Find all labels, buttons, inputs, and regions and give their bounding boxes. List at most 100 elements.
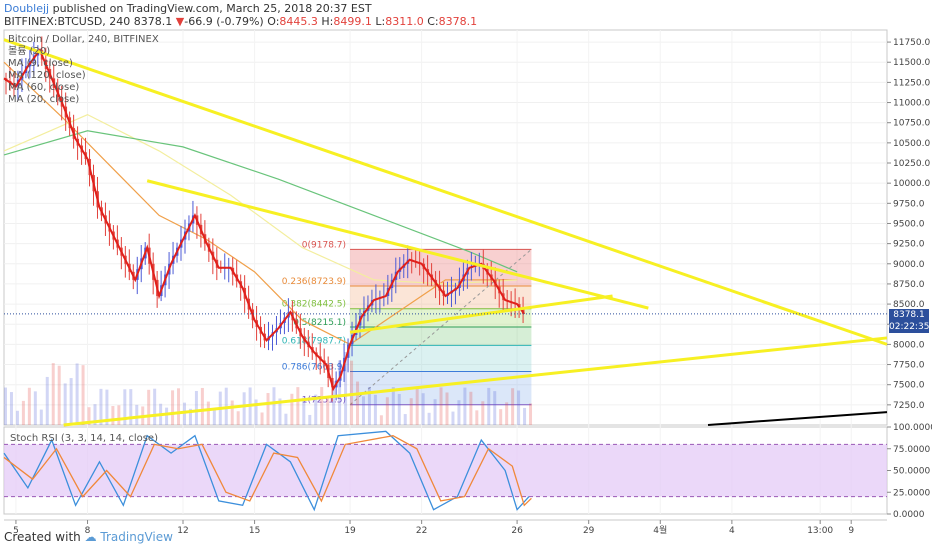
open-value: 8445.3 (279, 15, 318, 28)
price-tick-label: 11750.0 (893, 38, 930, 48)
tradingview-brand[interactable]: TradingView (100, 530, 173, 544)
volume-bar (4, 387, 7, 425)
price-tick-label: 11000.0 (893, 99, 930, 109)
high-label: H: (321, 15, 334, 28)
volume-bar (171, 390, 175, 425)
volume-bar (451, 411, 455, 425)
volume-bar (332, 381, 336, 425)
time-tick-label: 15 (249, 526, 260, 536)
volume-bar (81, 365, 85, 425)
volume-bar (153, 388, 157, 425)
volume-bar (350, 360, 354, 425)
volume-bar (409, 398, 413, 425)
volume-bar (373, 394, 377, 425)
legend-ma120[interactable]: MA (120, close) (8, 70, 86, 81)
time-tick-label: 4 (729, 526, 735, 536)
volume-bar (308, 414, 312, 425)
volume-bar (385, 397, 389, 425)
volume-bar (469, 391, 473, 425)
legend-ma9[interactable]: MA (9, close) (8, 58, 73, 69)
price-tick-label: 10250.0 (893, 159, 930, 169)
volume-bar (361, 396, 365, 425)
volume-bar (105, 389, 109, 425)
volume-bar (182, 402, 186, 425)
trendline (146, 179, 649, 310)
stoch-tick-label: 100.0000 (893, 423, 932, 433)
last-price-label: 8378.1 (133, 15, 173, 28)
volume-bar (427, 412, 431, 425)
price-tick-label: 10750.0 (893, 119, 930, 129)
time-tick-label: 26 (511, 526, 523, 536)
ma9-line (3, 48, 526, 392)
time-tick-label: 13:00 (807, 526, 833, 536)
volume-bar (290, 393, 294, 425)
time-tick-label: 8 (85, 526, 91, 536)
price-tick-label: 10000.0 (893, 179, 930, 189)
price-tick-label: 7750.0 (893, 361, 925, 371)
volume-bar (367, 387, 371, 425)
trendline (63, 336, 888, 427)
ma-line (3, 130, 518, 273)
stoch-tick-label: 25.0000 (893, 488, 930, 498)
volume-bar (165, 407, 169, 425)
stoch-tick-label: 75.0000 (893, 445, 930, 455)
volume-bar (57, 365, 61, 425)
change-arrow-icon: ▼ (175, 15, 185, 28)
volume-bar (403, 414, 407, 425)
author-link[interactable]: Doublejj (4, 2, 50, 15)
volume-bar (93, 404, 97, 425)
price-tick-label: 9500.0 (893, 219, 925, 229)
volume-bar (129, 389, 133, 425)
volume-bar (254, 399, 258, 425)
volume-bar (63, 383, 67, 425)
legend-ma20[interactable]: MA (20, close) (8, 94, 80, 105)
legend-volume[interactable]: 볼륨 (20) (8, 46, 51, 57)
legend-ma60[interactable]: MA (60, close) (8, 82, 80, 93)
time-tick-label: 19 (344, 526, 356, 536)
ma-line (3, 61, 518, 346)
stoch-rsi-label[interactable]: Stoch RSI (3, 3, 14, 14, close) (10, 433, 158, 444)
price-tick-label: 8000.0 (893, 340, 925, 350)
fib-trend-line (349, 248, 532, 406)
price-tick-label: 10500.0 (893, 139, 930, 149)
time-tick-label: 29 (583, 526, 595, 536)
volume-bar (99, 388, 103, 425)
volume-bar (457, 400, 461, 425)
created-with-text: Created with (4, 530, 81, 544)
volume-bar (433, 399, 437, 425)
volume-bar (111, 406, 115, 425)
volume-bar (272, 387, 276, 425)
low-value: 8311.0 (385, 15, 424, 28)
volume-bar (69, 378, 73, 425)
price-tick-label: 11250.0 (893, 78, 930, 88)
volume-bar (242, 392, 246, 425)
volume-bar (75, 363, 79, 425)
fib-level-label: 0.5(8215.1) (293, 318, 346, 328)
volume-bar (499, 409, 503, 425)
volume-bar (266, 393, 270, 425)
symbol-line: BITFINEX:BTCUSD, 240 (4, 15, 131, 28)
volume-bar (15, 410, 19, 425)
trendline (707, 411, 888, 426)
price-tick-label: 9750.0 (893, 199, 925, 209)
volume-bar (379, 415, 383, 425)
volume-bar (391, 387, 395, 425)
volume-bar (39, 409, 43, 425)
volume-bar (212, 410, 216, 425)
open-label: O: (267, 15, 280, 28)
stoch-k-line (3, 430, 530, 512)
price-tick-label: 8750.0 (893, 280, 925, 290)
volume-bar (463, 387, 467, 425)
price-tick-label: 7500.0 (893, 381, 925, 391)
volume-bar (320, 387, 324, 425)
volume-bar (302, 397, 306, 425)
volume-bar (517, 390, 521, 425)
price-tick-label: 9000.0 (893, 260, 925, 270)
close-value: 8378.1 (438, 15, 478, 28)
volume-bar (326, 396, 330, 425)
high-value: 8499.1 (333, 15, 372, 28)
stoch-tick-label: 50.0000 (893, 467, 930, 477)
legend-title[interactable]: Bitcoin / Dollar, 240, BITFINEX (8, 34, 159, 45)
ma-line (3, 113, 518, 285)
